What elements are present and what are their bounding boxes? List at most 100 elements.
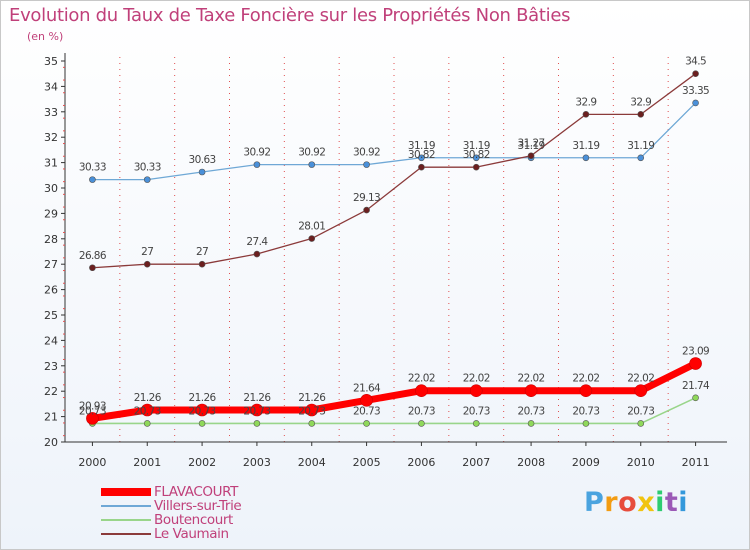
proxiti-logo: Proxiti xyxy=(584,487,688,518)
data-point xyxy=(89,264,96,272)
data-point xyxy=(250,403,264,417)
series xyxy=(86,70,702,427)
x-tick-label: 2009 xyxy=(572,456,600,469)
x-tick-label: 2007 xyxy=(462,456,490,469)
data-label: 27 xyxy=(196,246,208,258)
logo-letter: P xyxy=(584,487,605,518)
data-label: 22.02 xyxy=(572,373,599,385)
series-line xyxy=(92,397,696,425)
x-tick-label: 2006 xyxy=(407,456,435,469)
data-label: 21.64 xyxy=(353,382,381,394)
y-tick-label: 26 xyxy=(44,284,58,297)
y-tick-label: 34 xyxy=(44,80,58,93)
y-tick-label: 27 xyxy=(44,258,58,271)
legend-swatch xyxy=(101,519,151,521)
data-label: 30.92 xyxy=(298,147,325,159)
logo-letter: r xyxy=(604,487,619,518)
data-point xyxy=(143,176,151,183)
logo-letter: i xyxy=(655,487,665,518)
data-point xyxy=(363,420,370,427)
data-point xyxy=(86,412,99,425)
data-label: 26.86 xyxy=(79,250,107,262)
data-label: 20.73 xyxy=(134,405,161,417)
y-tick-label: 30 xyxy=(44,182,58,195)
data-label: 31.19 xyxy=(572,140,599,152)
x-tick-label: 2001 xyxy=(133,456,161,469)
data-point xyxy=(472,420,480,427)
x-tick-label: 2002 xyxy=(188,456,216,469)
data-point xyxy=(692,99,699,107)
data-label: 20.73 xyxy=(518,405,545,417)
data-point xyxy=(418,154,425,162)
data-point xyxy=(308,161,316,168)
grid xyxy=(119,57,669,442)
data-point xyxy=(305,403,319,417)
data-label: 31.19 xyxy=(518,140,545,152)
data-label: 30.63 xyxy=(189,154,216,166)
data-label: 30.33 xyxy=(79,162,106,174)
x-tick-label: 2003 xyxy=(243,456,271,469)
legend-label: FLAVACOURT xyxy=(154,484,238,500)
data-label: 31.19 xyxy=(463,140,490,152)
y-tick-label: 28 xyxy=(44,233,58,246)
data-point xyxy=(692,394,699,402)
data-label: 32.9 xyxy=(630,96,651,108)
data-point xyxy=(253,250,261,258)
data-label: 20.73 xyxy=(408,405,435,417)
legend: FLAVACOURT Villers-sur-Trie Boutencourt Le … xyxy=(101,484,401,542)
data-label: 20.93 xyxy=(79,400,106,412)
data-label: 30.92 xyxy=(243,147,270,159)
data-point xyxy=(579,384,593,397)
data-point xyxy=(637,420,645,427)
data-point xyxy=(198,420,206,427)
legend-label: Villers-sur-Trie xyxy=(154,498,242,514)
data-label: 27 xyxy=(141,246,153,258)
data-label: 21.74 xyxy=(682,380,710,392)
data-point xyxy=(472,154,480,162)
data-point xyxy=(418,420,425,427)
data-point xyxy=(469,384,483,397)
data-label: 30.82 xyxy=(408,149,435,161)
series-line xyxy=(92,102,697,181)
logo-letter: i xyxy=(678,487,689,518)
data-label: 22.02 xyxy=(463,373,490,385)
data-label: 23.09 xyxy=(682,346,709,358)
data-point xyxy=(418,163,425,171)
data-point xyxy=(198,168,206,176)
data-point xyxy=(140,403,154,417)
data-point xyxy=(634,384,648,397)
x-tick-label: 2000 xyxy=(78,456,106,469)
data-label: 30.92 xyxy=(353,147,380,159)
data-point xyxy=(582,154,590,162)
data-label: 20.73 xyxy=(79,405,106,417)
y-tick-label: 35 xyxy=(44,55,58,68)
logo-letter: o xyxy=(618,487,638,518)
y-tick-label: 31 xyxy=(44,157,58,170)
data-label: 21.26 xyxy=(189,392,217,404)
data-label: 20.73 xyxy=(463,405,490,417)
legend-item: FLAVACOURT xyxy=(101,484,401,500)
data-label: 20.73 xyxy=(627,405,654,417)
legend-swatch xyxy=(101,505,151,507)
y-tick-label: 32 xyxy=(44,131,58,144)
data-point xyxy=(637,111,645,118)
legend-label: Le Vaumain xyxy=(154,526,229,542)
y-tick-label: 23 xyxy=(44,360,58,373)
data-label: 33.35 xyxy=(682,85,709,97)
data-label: 31.19 xyxy=(408,140,435,152)
data-point xyxy=(143,260,151,268)
data-point xyxy=(692,70,699,77)
x-tick-label: 2011 xyxy=(682,456,710,469)
data-point xyxy=(360,394,373,407)
data-point xyxy=(524,384,538,397)
data-label: 30.82 xyxy=(463,149,490,161)
data-label: 20.73 xyxy=(298,405,325,417)
data-point xyxy=(253,161,261,168)
data-label: 30.33 xyxy=(134,162,161,174)
legend-item: Le Vaumain xyxy=(101,526,401,542)
logo-letter: x xyxy=(637,487,656,518)
y-tick-label: 24 xyxy=(44,334,58,347)
legend-swatch xyxy=(101,533,151,535)
data-point xyxy=(582,420,590,427)
legend-item: Villers-sur-Trie xyxy=(101,498,401,514)
